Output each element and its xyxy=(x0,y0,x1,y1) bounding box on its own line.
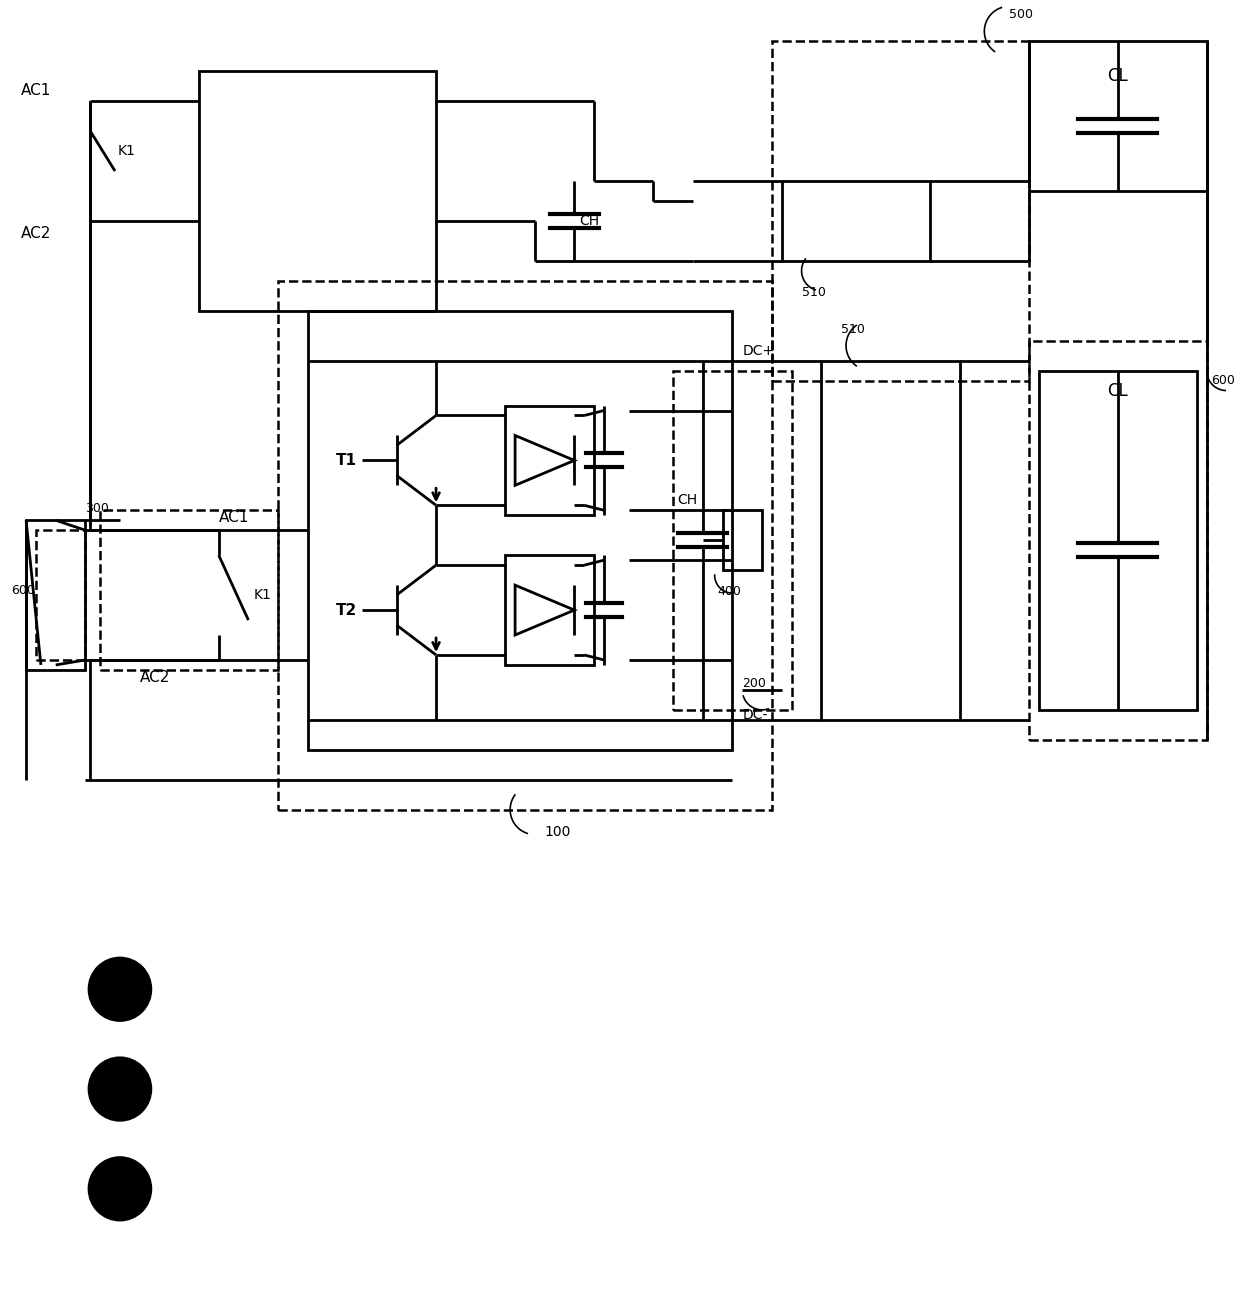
Text: DC-: DC- xyxy=(743,708,768,722)
Circle shape xyxy=(88,957,151,1022)
Circle shape xyxy=(88,1157,151,1220)
Text: 300: 300 xyxy=(86,502,109,515)
Text: 510: 510 xyxy=(841,322,866,335)
Bar xyxy=(673,370,791,710)
Text: AC1: AC1 xyxy=(218,511,249,525)
Text: DC+: DC+ xyxy=(743,343,775,357)
Text: CH: CH xyxy=(579,214,599,228)
Text: K1: K1 xyxy=(118,144,136,159)
Text: 600: 600 xyxy=(1211,374,1235,387)
Text: AC2: AC2 xyxy=(140,670,170,685)
Text: 400: 400 xyxy=(718,586,742,599)
Text: AC2: AC2 xyxy=(21,226,52,241)
Text: 510: 510 xyxy=(801,286,826,299)
Text: 500: 500 xyxy=(1009,8,1033,22)
Bar xyxy=(781,181,930,261)
Bar xyxy=(723,511,763,570)
Text: 600: 600 xyxy=(11,583,35,596)
Text: T2: T2 xyxy=(336,602,357,618)
Text: CL: CL xyxy=(1107,67,1128,85)
Text: T1: T1 xyxy=(336,453,357,468)
Bar xyxy=(821,361,960,720)
Bar xyxy=(26,520,86,670)
Text: 100: 100 xyxy=(544,824,572,839)
Text: AC1: AC1 xyxy=(21,83,52,98)
Bar xyxy=(278,281,773,810)
Text: CL: CL xyxy=(1107,382,1128,400)
Text: 200: 200 xyxy=(743,677,766,690)
Circle shape xyxy=(88,1057,151,1121)
Bar xyxy=(1029,41,1207,191)
Text: CH: CH xyxy=(678,493,698,507)
Bar xyxy=(100,511,278,670)
Bar xyxy=(36,530,86,660)
Bar xyxy=(198,71,436,311)
Bar xyxy=(308,311,733,749)
Bar xyxy=(1029,341,1207,739)
Bar xyxy=(1039,370,1197,710)
Bar xyxy=(505,555,594,664)
Text: K1: K1 xyxy=(253,588,272,602)
Bar xyxy=(505,405,594,515)
Bar xyxy=(773,41,1029,381)
